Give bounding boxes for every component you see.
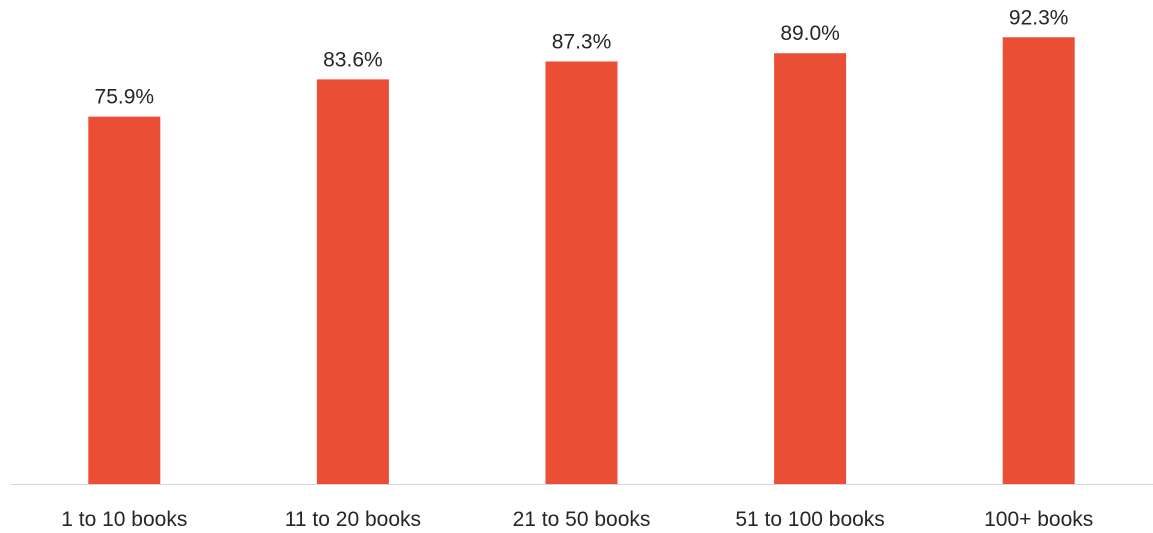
bar-3 xyxy=(545,61,618,485)
category-label-3: 21 to 50 books xyxy=(513,508,651,531)
bar-5 xyxy=(1002,37,1075,484)
category-label-1: 1 to 10 books xyxy=(61,508,187,531)
value-label-2: 83.6% xyxy=(323,48,383,71)
value-label-4: 89.0% xyxy=(780,22,840,45)
category-label-4: 51 to 100 books xyxy=(735,508,884,531)
value-label-3: 87.3% xyxy=(552,30,612,53)
category-label-2: 11 to 20 books xyxy=(285,508,421,531)
bar-2 xyxy=(316,79,389,484)
bars-group xyxy=(88,37,1075,485)
bar-1 xyxy=(88,116,161,485)
value-label-5: 92.3% xyxy=(1009,6,1069,29)
tick-labels-group: 1 to 10 books 11 to 20 books 21 to 50 book… xyxy=(61,508,1093,531)
category-label-5: 100+ books xyxy=(984,508,1093,531)
value-labels-group: 75.9% 83.6% 87.3% 89.0% 92.3% xyxy=(95,6,1069,108)
bar-4 xyxy=(774,53,847,485)
value-label-1: 75.9% xyxy=(95,86,155,109)
